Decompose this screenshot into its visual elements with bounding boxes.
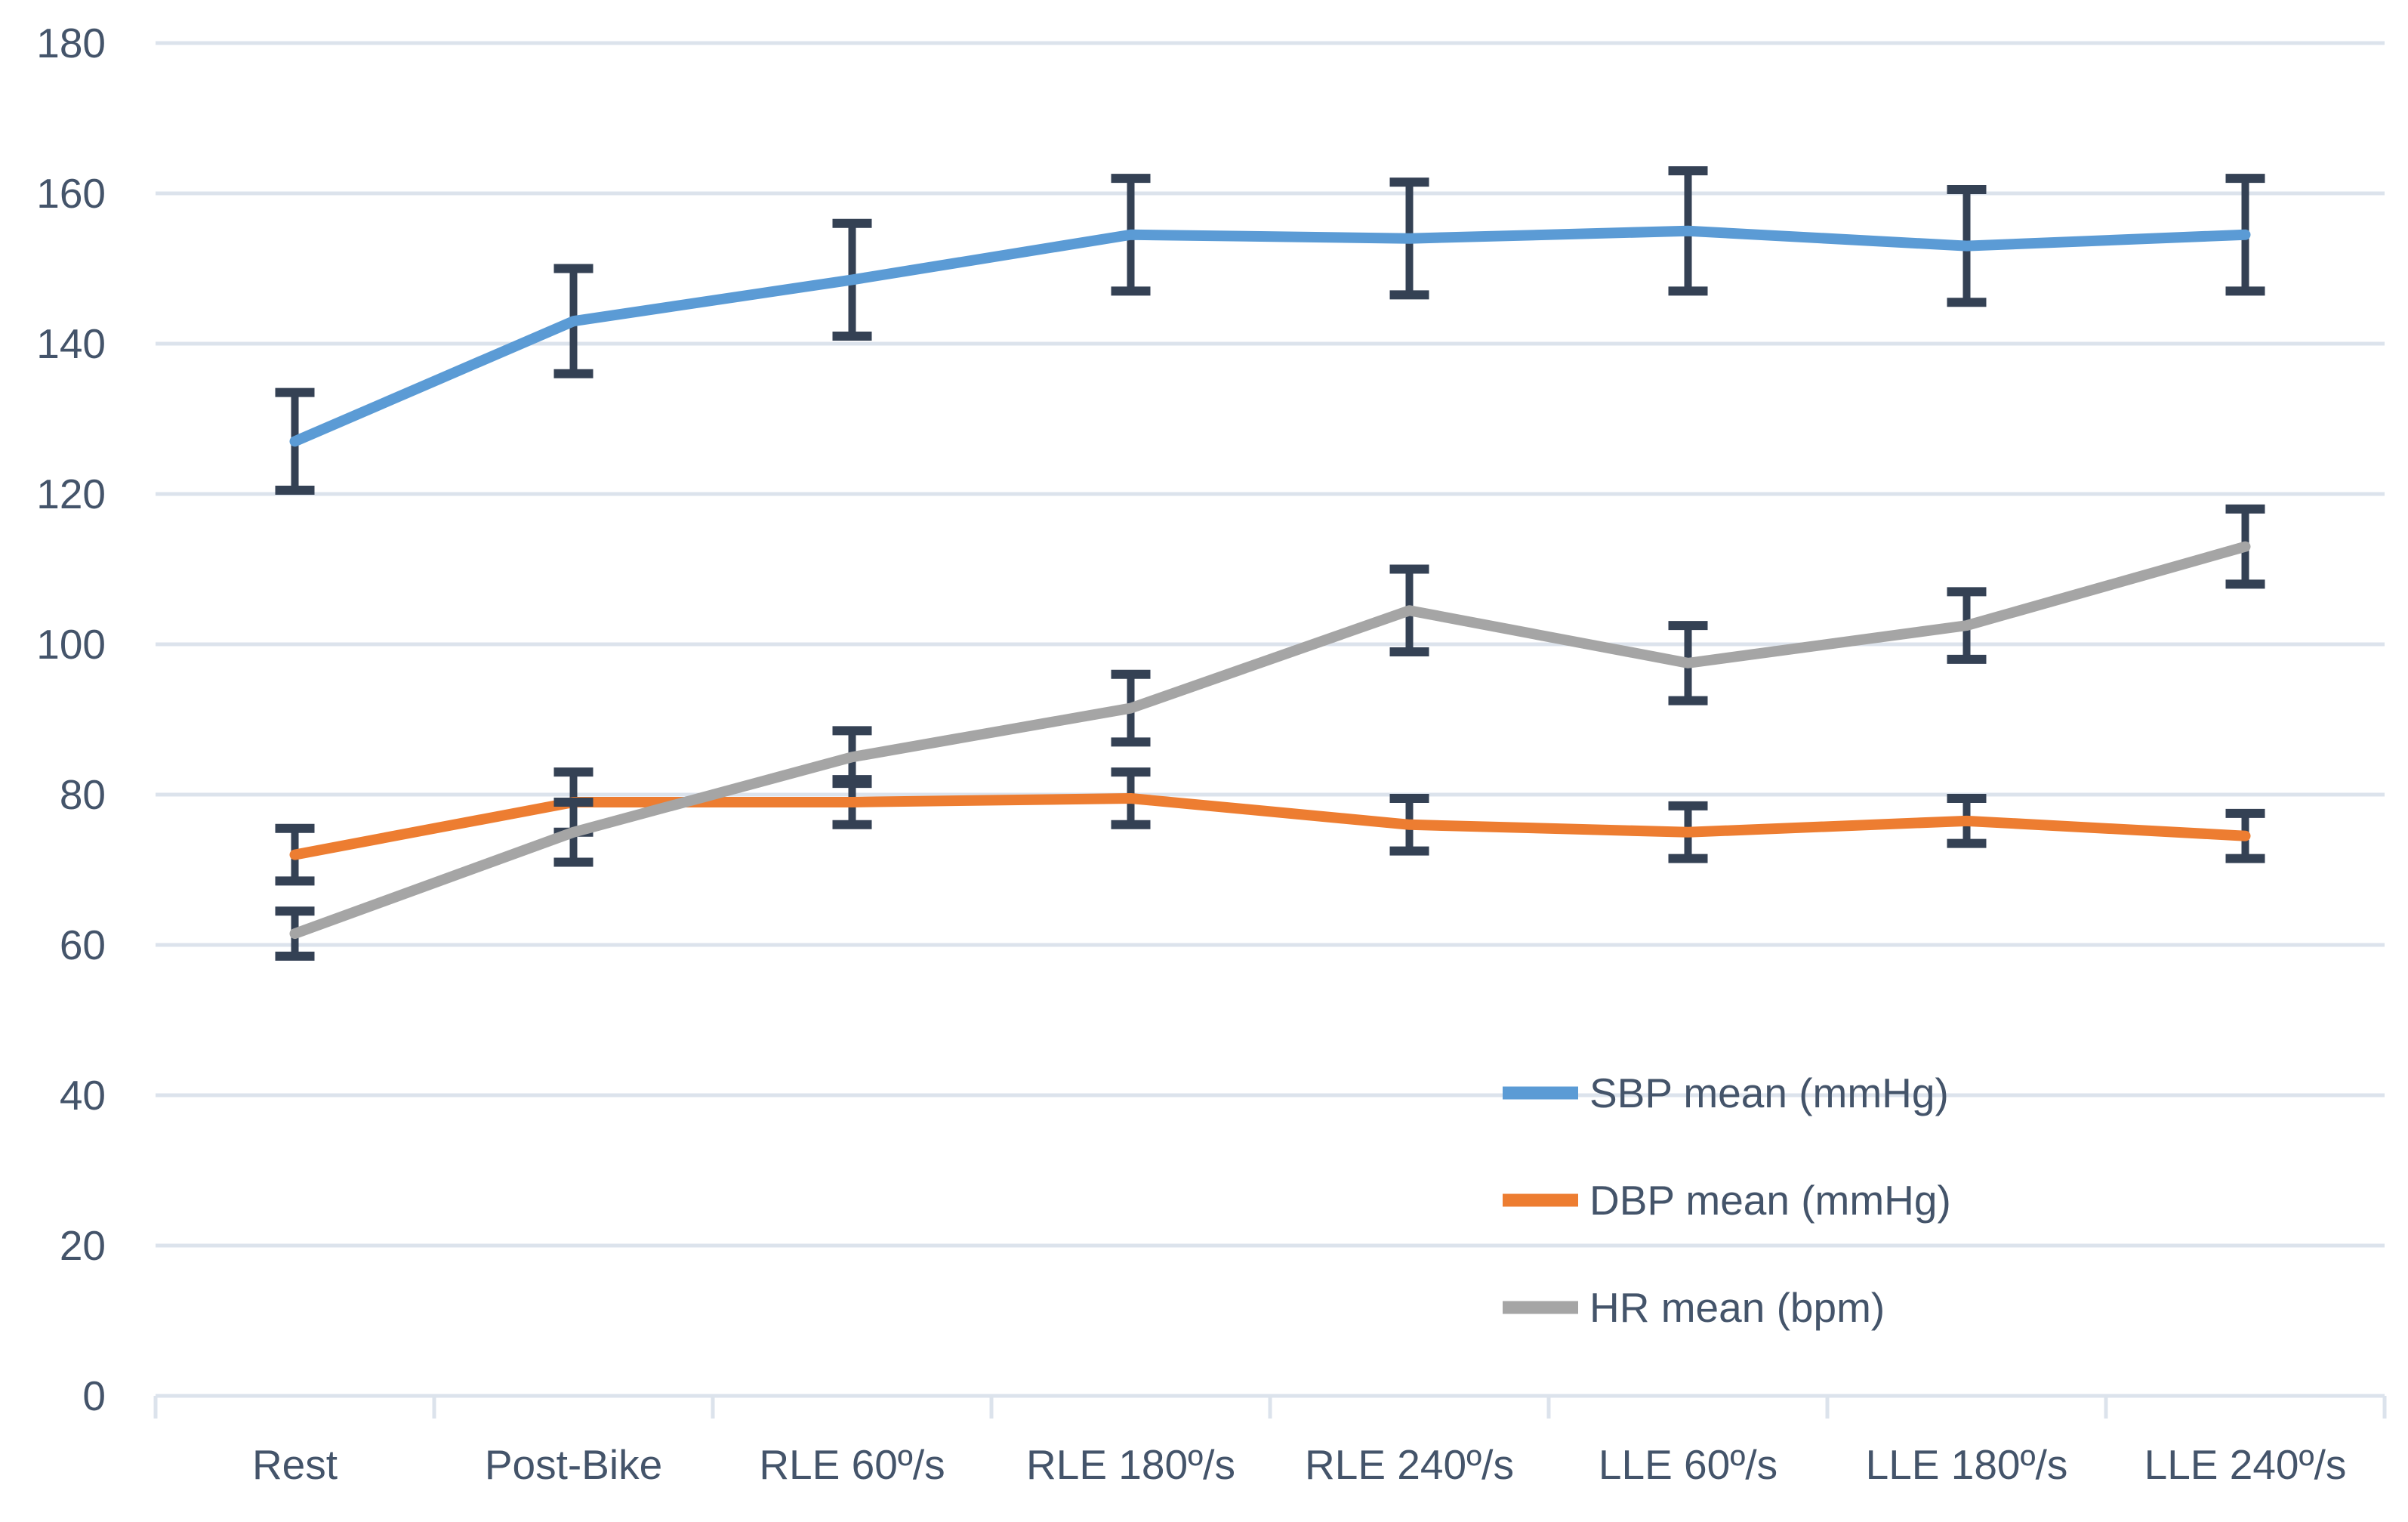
y-axis-tick-label: 80 [60,771,106,818]
x-axis-category-label: Rest [252,1441,338,1488]
legend-label-dbp: DBP mean (mmHg) [1589,1177,1951,1224]
series-line-dbp [289,792,2251,860]
y-axis-tick-label: 120 [36,471,106,517]
x-axis-category-label: LLE 180º/s [1866,1441,2068,1488]
y-axis-tick-label: 0 [82,1372,106,1419]
x-axis-category-label: RLE 180º/s [1026,1441,1235,1488]
x-axis-category-label: Post-Bike [485,1441,662,1488]
y-axis-tick-label: 140 [36,320,106,367]
y-axis-tick-label: 40 [60,1072,106,1119]
x-axis-category-label: LLE 60º/s [1599,1441,1777,1488]
y-axis-tick-label: 20 [60,1222,106,1269]
x-axis-category-label: RLE 60º/s [759,1441,945,1488]
legend-label-sbp: SBP mean (mmHg) [1589,1070,1949,1116]
series-line-hr [289,541,2251,940]
x-axis-category-label: LLE 240º/s [2144,1441,2347,1488]
x-axis-category-label: RLE 240º/s [1305,1441,1514,1488]
y-axis-tick-label: 160 [36,170,106,217]
legend-label-hr: HR mean (bpm) [1589,1284,1885,1331]
series-line-sbp [289,225,2251,447]
y-axis-tick-label: 180 [36,20,106,66]
y-axis-tick-label: 60 [60,922,106,968]
y-axis-tick-label: 100 [36,621,106,668]
